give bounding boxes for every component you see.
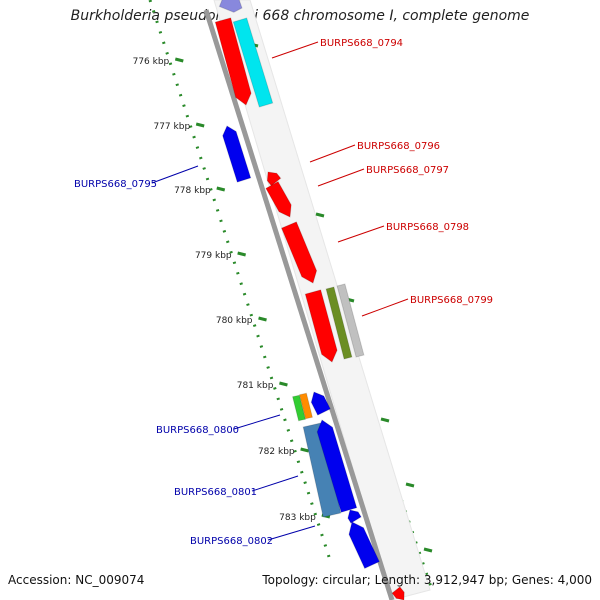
- kbp-tick-mark: [279, 381, 288, 387]
- kbp-tick-label: 783 kbp: [279, 513, 316, 523]
- gene-leader-line: [151, 165, 199, 184]
- gene-0800-green-block[interactable]: [291, 394, 307, 422]
- kbp-tick-mark: [237, 251, 247, 257]
- kbp-tick-mark: [174, 57, 184, 63]
- map-title: Burkholderia pseudomallei 668 chromosome…: [70, 8, 530, 24]
- minor-tick-mark: [380, 417, 390, 423]
- kbp-tick-label: 781 kbp: [237, 381, 274, 391]
- gene-label-0801[interactable]: BURPS668_0801: [174, 487, 257, 498]
- gene-leader-line: [337, 225, 385, 243]
- kbp-tick-label: 776 kbp: [133, 57, 170, 67]
- gene-0796-arrow[interactable]: [266, 171, 282, 187]
- gene-0798-arrow[interactable]: [280, 221, 318, 284]
- kbp-tick-mark: [258, 316, 267, 322]
- gene-0800-arrow[interactable]: [310, 391, 331, 416]
- topology-text: Topology: circular; Length: 3,912,947 bp…: [262, 573, 592, 587]
- kbp-tick-label: 777 kbp: [153, 122, 190, 132]
- kbp-tick-mark: [300, 447, 310, 453]
- genome-backbone: [203, 9, 395, 600]
- gene-0794-cds-bar[interactable]: [232, 17, 274, 108]
- gene-label-0794[interactable]: BURPS668_0794: [320, 38, 403, 49]
- gene-0802-small-arrow[interactable]: [347, 509, 362, 524]
- gene-0803-fragment[interactable]: [391, 586, 405, 600]
- gene-leader-line: [267, 525, 316, 541]
- kbp-tick-mark: [195, 122, 205, 128]
- minor-tick-mark: [315, 212, 325, 218]
- gene-0800-orange-block[interactable]: [298, 392, 314, 420]
- gene-leader-line: [317, 168, 365, 187]
- gene-0801-steel-bar[interactable]: [302, 422, 342, 518]
- gene-0795-arrow[interactable]: [222, 125, 252, 183]
- gene-leader-line: [361, 298, 409, 317]
- gene-0797-arrow[interactable]: [265, 180, 292, 218]
- gene-0799-arrow[interactable]: [304, 289, 338, 363]
- gene-label-0802[interactable]: BURPS668_0802: [190, 536, 273, 547]
- gene-leader-line: [309, 144, 356, 163]
- gene-leader-line: [271, 41, 319, 59]
- gene-label-0800[interactable]: BURPS668_0800: [156, 425, 239, 436]
- kbp-tick-label: 779 kbp: [195, 251, 232, 261]
- gene-leader-line: [233, 414, 281, 430]
- accession-text: Accession: NC_009074: [8, 573, 145, 587]
- minor-tick-mark: [405, 482, 415, 488]
- kbp-tick-mark: [216, 186, 226, 192]
- kbp-tick-label: 782 kbp: [258, 447, 295, 457]
- gene-label-0795[interactable]: BURPS668_0795: [74, 179, 157, 190]
- gene-label-0796[interactable]: BURPS668_0796: [357, 141, 440, 152]
- kbp-tick-label: 780 kbp: [216, 316, 253, 326]
- gene-0799-domain-silver[interactable]: [336, 283, 365, 358]
- gene-0799-domain-olive[interactable]: [325, 286, 353, 360]
- kbp-tick-label: 778 kbp: [174, 186, 211, 196]
- minor-tick-mark: [423, 547, 433, 553]
- gene-0801-arrow[interactable]: [316, 419, 358, 513]
- gene-label-0797[interactable]: BURPS668_0797: [366, 165, 449, 176]
- gene-0802-arrow[interactable]: [348, 521, 380, 570]
- gene-label-0798[interactable]: BURPS668_0798: [386, 222, 469, 233]
- gene-label-0799[interactable]: BURPS668_0799: [410, 295, 493, 306]
- gene-0793-fragment[interactable]: [218, 0, 243, 13]
- gene-leader-line: [251, 475, 299, 492]
- gene-0794-arrow[interactable]: [214, 17, 252, 106]
